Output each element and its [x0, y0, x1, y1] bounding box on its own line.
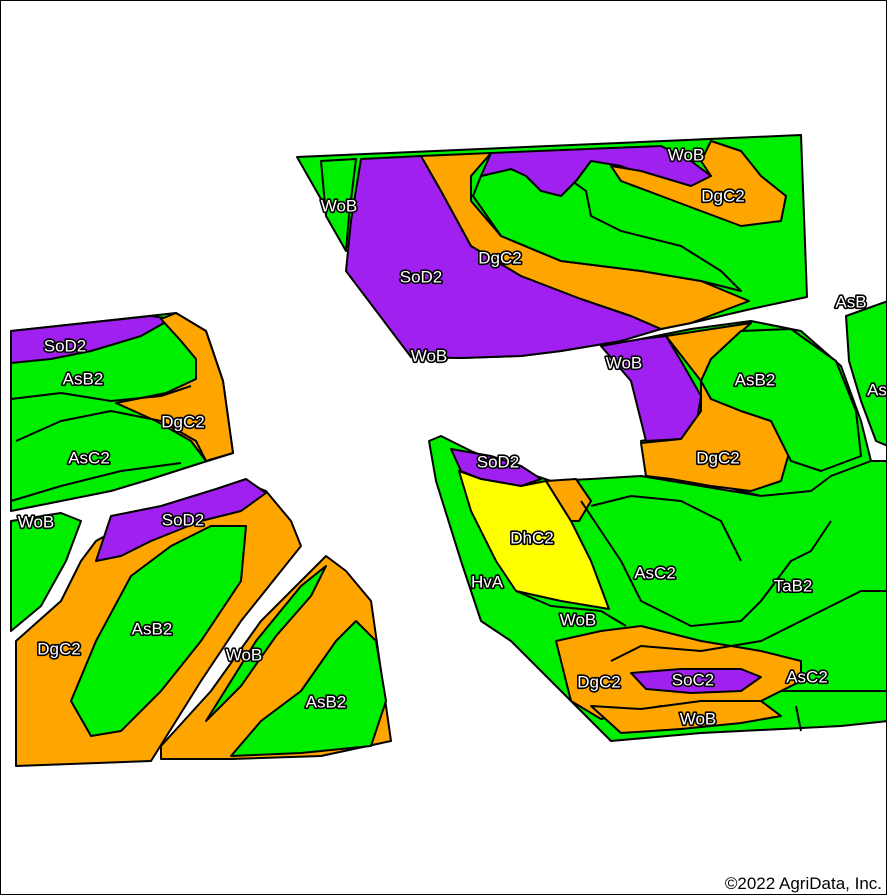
map-label-dgc2: DgC2 — [696, 448, 739, 467]
soil-polygon-yellow — [458, 470, 610, 610]
map-label-wob: WoB — [668, 145, 705, 164]
soil-polygon-green — [205, 565, 327, 722]
map-label-dgc2: DgC2 — [478, 248, 521, 267]
map-label-sod2: SoD2 — [477, 452, 520, 471]
soil-polygon-orange — [590, 700, 782, 734]
map-label-sod2: SoD2 — [400, 267, 443, 286]
map-label-hva: HvA — [471, 572, 504, 591]
soil-boundary — [515, 495, 886, 732]
map-label-wob: WoB — [606, 353, 643, 372]
soil-polygon-orange — [545, 478, 592, 522]
map-label-asb: AsB — [835, 292, 866, 311]
map-label-dgc2: DgC2 — [701, 186, 744, 205]
map-label-dgc2: DgC2 — [37, 639, 80, 658]
map-label-asb2: AsB2 — [132, 619, 173, 638]
map-label-wob: WoB — [321, 196, 358, 215]
map-label-asb2: AsB2 — [306, 692, 347, 711]
map-label-wob: WoB — [18, 512, 55, 531]
soil-polygon-purple — [480, 145, 712, 197]
soil-polygon-green — [70, 525, 247, 737]
soil-boundary — [10, 385, 207, 502]
field-top-center — [296, 134, 808, 359]
map-label-sod2: SoD2 — [44, 336, 87, 355]
copyright-notice: ©2022 AgriData, Inc. — [724, 874, 882, 893]
field-bottom-right — [428, 435, 886, 742]
soil-polygon-purple — [10, 315, 172, 364]
map-label-tab2: TaB2 — [774, 576, 813, 595]
soil-polygon-green — [10, 512, 82, 632]
field-left-lower — [10, 478, 392, 767]
soil-polygon-green — [320, 158, 357, 252]
map-label-dhc2: DhC2 — [510, 528, 553, 547]
map-label-dgc2: DgC2 — [161, 412, 204, 431]
map-label-as: As — [867, 380, 886, 399]
soil-polygon-purple — [630, 668, 762, 694]
soil-polygon-purple — [95, 478, 267, 562]
soil-polygon-green — [700, 328, 862, 472]
map-label-wob: WoB — [226, 645, 263, 664]
soil-polygon-orange — [115, 312, 234, 462]
field-middle — [600, 320, 872, 497]
soil-polygon-orange — [420, 152, 750, 330]
soil-polygon-orange — [610, 140, 787, 227]
map-label-wob: WoB — [411, 346, 448, 365]
soil-labels: WoB DgC2 WoB SoD2 DgC2 WoB AsB As WoB As… — [16, 144, 886, 730]
map-label-sod2: SoD2 — [162, 510, 205, 529]
field-right-edge — [845, 300, 886, 447]
map-label-asc2: AsC2 — [634, 563, 676, 582]
field-left-upper — [10, 312, 234, 512]
soil-polygon-green — [230, 620, 387, 757]
map-label-asc2: AsC2 — [786, 667, 828, 686]
map-label-dgc2: DgC2 — [577, 672, 620, 691]
soil-polygon-green — [845, 300, 886, 447]
map-label-asc2: AsC2 — [68, 448, 110, 467]
map-label-wob: WoB — [680, 709, 717, 728]
map-label-asb2: AsB2 — [735, 370, 776, 389]
map-label-asb2: AsB2 — [63, 369, 104, 388]
map-label-soc2: SoC2 — [672, 670, 715, 689]
map-label-wob: WoB — [560, 610, 597, 629]
